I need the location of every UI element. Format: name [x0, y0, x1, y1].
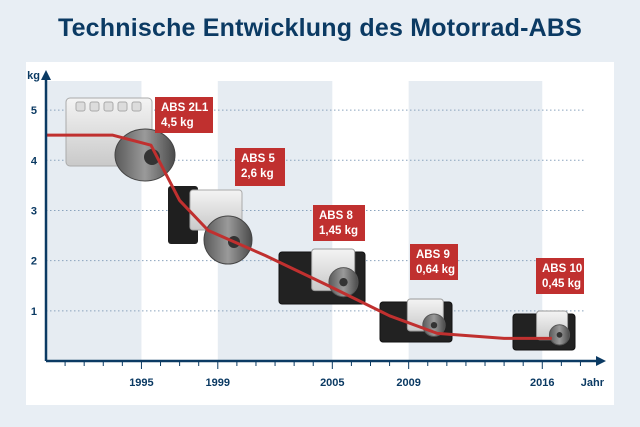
x-axis-label: Jahr	[581, 377, 605, 389]
label-box	[155, 97, 213, 133]
label-name: ABS 10	[542, 263, 582, 275]
y-tick-3: 3	[31, 205, 37, 217]
x-tick-1995: 1995	[129, 377, 153, 389]
label-name: ABS 8	[319, 210, 353, 222]
label-name: ABS 5	[241, 153, 275, 165]
abs-units	[65, 97, 576, 351]
abs-10-unit	[512, 310, 576, 351]
label-name: ABS 9	[416, 249, 450, 261]
abs-9-unit-hub	[430, 322, 438, 329]
x-axis-arrow	[596, 356, 606, 366]
label-box	[313, 205, 365, 241]
abs-2l1-unit	[65, 97, 176, 182]
label-weight: 4,5 kg	[161, 117, 194, 129]
label-abs-5: ABS 5 2,6 kg	[235, 148, 285, 186]
abs-2l1-port	[103, 101, 114, 112]
abs-9-unit	[379, 298, 453, 343]
label-abs-10: ABS 10 0,45 kg	[536, 258, 584, 294]
label-abs-9: ABS 9 0,64 kg	[410, 244, 458, 280]
axes: kg Jahr 1 2 3 4 5 1995 1999 2005 2009 2016	[27, 70, 606, 389]
label-abs-8: ABS 8 1,45 kg	[313, 205, 365, 241]
x-tick-2005: 2005	[320, 377, 344, 389]
y-tick-4: 4	[31, 155, 38, 167]
x-tick-2016: 2016	[530, 377, 554, 389]
abs-5-unit	[168, 186, 253, 265]
abs-8-unit-hub	[339, 278, 348, 287]
label-name: ABS 2L1	[161, 102, 209, 114]
y-tick-1: 1	[31, 306, 37, 318]
abs-2l1-port	[75, 101, 86, 112]
y-tick-2: 2	[31, 256, 37, 268]
abs-2l1-port	[89, 101, 100, 112]
label-abs-2l1: ABS 2L1 4,5 kg	[155, 97, 213, 133]
weight-series	[46, 133, 552, 340]
x-tick-2009: 2009	[396, 377, 420, 389]
y-axis-arrow	[41, 70, 51, 80]
label-weight: 2,6 kg	[241, 168, 274, 180]
label-box	[410, 244, 458, 280]
label-box	[235, 148, 285, 186]
abs-2l1-port	[117, 101, 128, 112]
abs-8-unit	[278, 248, 366, 305]
x-tick-1999: 1999	[206, 377, 230, 389]
label-weight: 0,45 kg	[542, 278, 581, 290]
y-axis-label: kg	[27, 70, 40, 82]
abs-2l1-port	[131, 101, 142, 112]
label-weight: 0,64 kg	[416, 264, 455, 276]
weight-line	[46, 133, 552, 340]
chart-title: Technische Entwicklung des Motorrad-ABS	[57, 14, 583, 42]
y-tick-5: 5	[31, 105, 37, 117]
label-weight: 1,45 kg	[319, 225, 358, 237]
abs-10-unit-hub	[556, 332, 563, 338]
label-box	[536, 258, 584, 294]
